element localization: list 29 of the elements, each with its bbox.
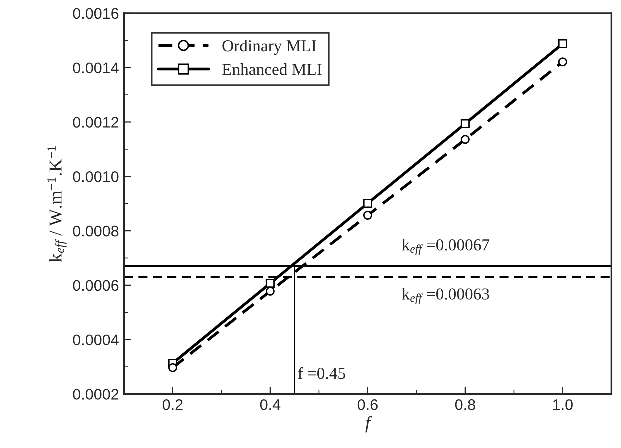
- y-axis-title: k$_{eff}$ / W.m$^{−1}$.K$^{−1}$: [48, 146, 67, 262]
- y-tick-label: 0.0014: [73, 62, 119, 74]
- ref-line-label: f =0.45: [298, 367, 346, 380]
- legend-label: Enhanced MLI: [222, 64, 322, 76]
- point: [266, 286, 275, 296]
- x-tick-label: 0.8: [455, 400, 476, 410]
- legend-label: Ordinary MLI: [222, 40, 316, 56]
- x-tick-label: 0.4: [260, 400, 281, 410]
- y-tick-label: 0.0012: [73, 117, 119, 128]
- y-tick-label: 0.0002: [73, 389, 119, 400]
- ref-line-label: k$_{eff}$ =0.00063: [402, 288, 490, 305]
- y-tick-label: 0.0008: [73, 226, 119, 237]
- point: [558, 39, 568, 48]
- y-tick-label: 0.0004: [73, 334, 119, 346]
- y-tick-label: 0.0006: [73, 280, 119, 292]
- point: [363, 199, 372, 208]
- point: [558, 58, 568, 67]
- x-axis-title: f: [366, 416, 373, 433]
- x-tick-label: 0.2: [162, 400, 183, 410]
- point: [363, 211, 372, 220]
- point: [168, 363, 178, 372]
- x-tick-label: 1.0: [553, 400, 573, 410]
- ref-line-label: k$_{eff}$ =0.00067: [402, 239, 490, 256]
- y-tick-label: 0.0016: [73, 8, 119, 20]
- point: [460, 119, 470, 128]
- x-tick-label: 0.6: [358, 400, 378, 410]
- y-tick-label: 0.0010: [73, 172, 119, 182]
- point: [266, 279, 275, 288]
- point: [460, 135, 470, 144]
